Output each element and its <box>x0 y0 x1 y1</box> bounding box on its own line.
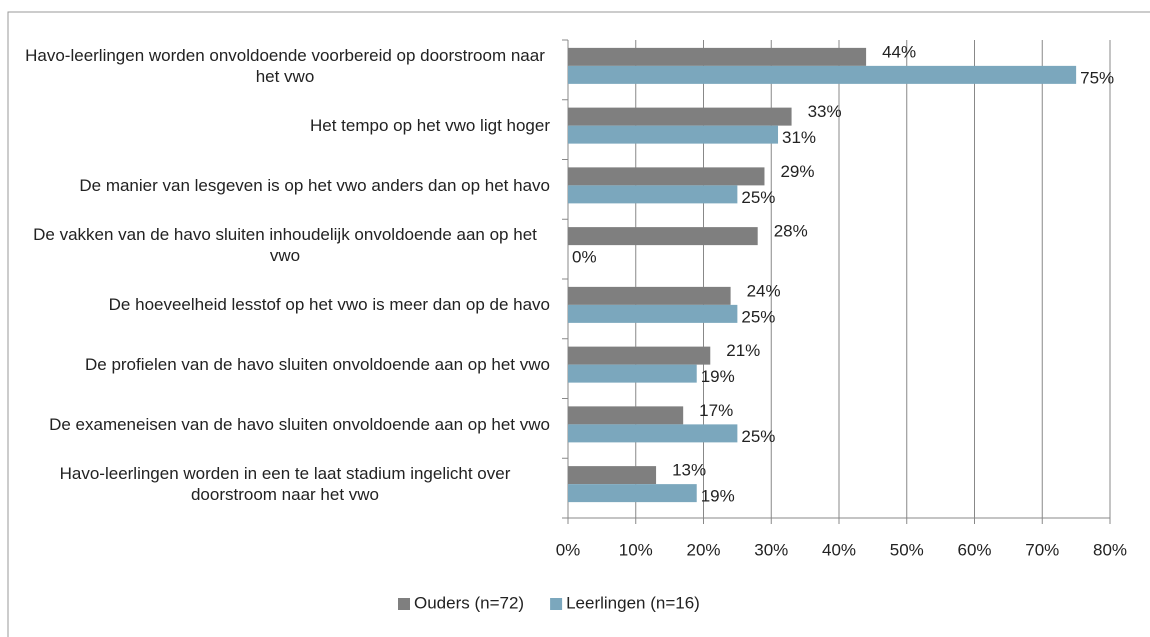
value-label: 25% <box>741 427 775 446</box>
bar <box>568 424 738 443</box>
bar <box>568 65 1077 84</box>
value-label: 21% <box>726 341 760 360</box>
legend-label: Ouders (n=72) <box>414 593 524 612</box>
value-label: 0% <box>572 248 597 267</box>
y-tick-label: Havo-leerlingen worden in een te laat st… <box>59 464 511 505</box>
y-tick-label: De vakken van de havo sluiten inhoudelij… <box>33 225 537 266</box>
bar <box>568 406 684 425</box>
value-label: 24% <box>747 281 781 300</box>
bar <box>568 107 792 126</box>
value-label: 31% <box>782 128 816 147</box>
value-label: 25% <box>741 307 775 326</box>
bar <box>568 47 867 66</box>
value-label: 75% <box>1080 68 1114 87</box>
bar <box>568 286 731 305</box>
bar <box>568 346 711 365</box>
value-label: 13% <box>672 461 706 480</box>
legend-swatch <box>550 598 563 610</box>
x-tick-label: 50% <box>890 540 924 559</box>
value-label: 19% <box>701 367 735 386</box>
y-tick-label: De hoeveelheid lesstof op het vwo is mee… <box>108 295 550 315</box>
y-tick-label: De manier van lesgeven is op het vwo and… <box>79 175 550 195</box>
value-label: 33% <box>808 102 842 121</box>
chart-border <box>7 11 1150 637</box>
bar <box>568 167 765 186</box>
legend-label: Leerlingen (n=16) <box>566 593 700 612</box>
legend-swatch <box>398 598 410 610</box>
x-tick-label: 30% <box>754 540 788 559</box>
value-label: 29% <box>780 162 814 181</box>
x-tick-label: 40% <box>822 540 856 559</box>
x-tick-label: 60% <box>957 540 991 559</box>
bar <box>568 227 758 246</box>
y-tick-label: Het tempo op het vwo ligt hoger <box>309 116 550 136</box>
y-tick-label: De profielen van de havo sluiten onvoldo… <box>84 355 550 375</box>
bar <box>568 125 779 144</box>
x-tick-label: 20% <box>686 540 720 559</box>
bar <box>568 484 697 503</box>
x-tick-label: 70% <box>1025 540 1059 559</box>
bar <box>568 364 697 383</box>
y-tick-label: De exameneisen van de havo sluiten onvol… <box>49 414 550 434</box>
value-label: 44% <box>882 42 916 61</box>
value-label: 17% <box>699 401 733 420</box>
value-label: 19% <box>701 487 735 506</box>
y-tick-label: Havo-leerlingen worden onvoldoende voorb… <box>25 45 545 86</box>
value-label: 25% <box>741 188 775 207</box>
x-tick-label: 0% <box>556 540 581 559</box>
bar <box>568 466 657 485</box>
value-label: 28% <box>774 222 808 241</box>
x-tick-label: 10% <box>619 540 653 559</box>
x-tick-label: 80% <box>1093 540 1127 559</box>
bar <box>568 304 738 323</box>
bar <box>568 185 738 204</box>
